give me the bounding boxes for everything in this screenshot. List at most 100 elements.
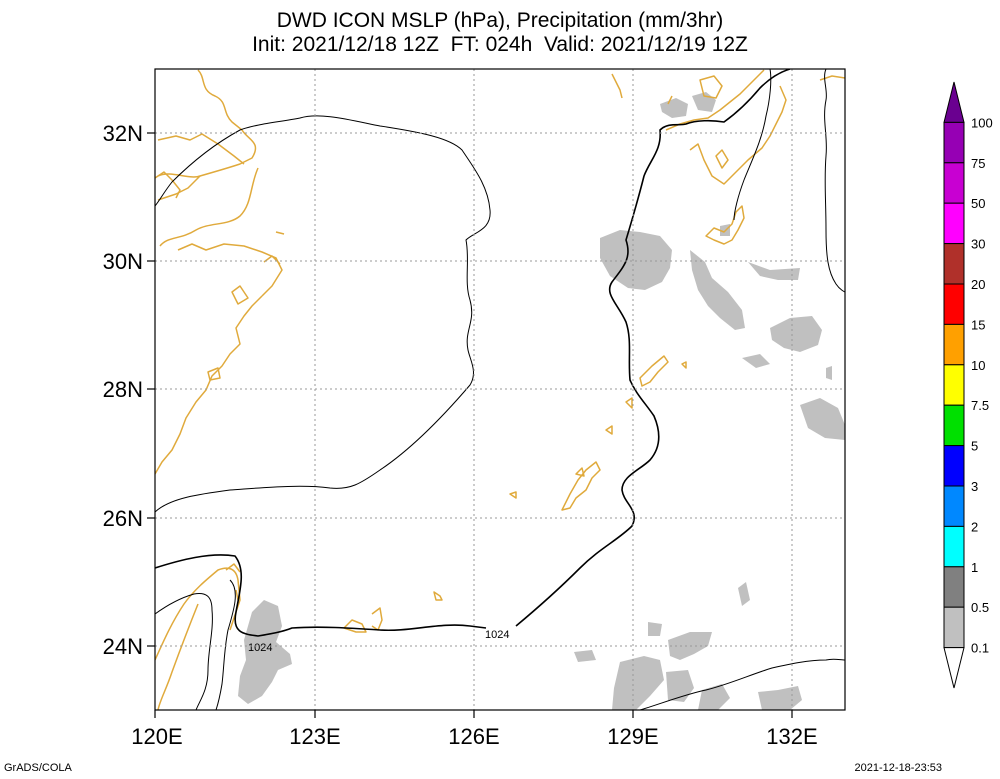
colorbar-swatch: [943, 121, 965, 164]
isobar: [639, 658, 845, 710]
coastline: [689, 85, 787, 185]
colorbar-label: 30: [971, 237, 985, 252]
latitude-axis: [147, 132, 155, 647]
colorbar-label: 50: [971, 196, 985, 211]
contour-label: 1024: [485, 629, 509, 641]
lon-tick-label: 120E: [131, 724, 182, 749]
contour-label: 1024: [248, 642, 272, 654]
colorbar-swatch: [943, 202, 965, 245]
coastline: [819, 75, 845, 81]
colorbar-swatch: [943, 404, 965, 447]
lon-tick-label: 129E: [607, 724, 658, 749]
footer-timestamp: 2021-12-18-23:53: [854, 762, 942, 774]
coastline: [605, 425, 613, 435]
lat-tick-label: 26N: [103, 506, 143, 531]
isobar-1024: [155, 115, 491, 513]
colorbar-swatch: [943, 445, 965, 487]
precip-area: [758, 686, 802, 710]
precip-area: [826, 366, 832, 380]
coastline: [157, 133, 245, 165]
coastline: [155, 171, 181, 199]
coastline: [667, 95, 673, 105]
colorbar-label: 15: [971, 317, 985, 332]
isobar: [215, 579, 236, 710]
precip-area: [648, 622, 662, 636]
lat-tick-label: 30N: [103, 249, 143, 274]
colorbar-swatch: [943, 485, 965, 527]
precip-area: [666, 670, 694, 702]
colorbar-label: 75: [971, 156, 985, 171]
coastline: [611, 73, 623, 99]
coastline: [225, 563, 241, 573]
colorbar-swatch: [943, 566, 965, 608]
precip-area: [748, 262, 800, 280]
footer-credit: GrADS/COLA: [4, 762, 72, 774]
colorbar-label: 5: [971, 439, 978, 454]
precipitation-shading: [238, 92, 845, 710]
colorbar-swatch: [943, 162, 965, 204]
coastline: [665, 69, 765, 131]
colorbar-label: 3: [971, 479, 978, 494]
colorbar-swatch: [943, 364, 965, 406]
colorbar-swatch: [943, 525, 965, 568]
precip-area: [738, 582, 750, 606]
coastline: [231, 285, 249, 305]
lat-tick-label: 28N: [103, 377, 143, 402]
colorbar-arrow-bottom: [943, 647, 965, 689]
colorbar-label: 1: [971, 560, 978, 575]
coastline: [157, 175, 201, 201]
graticule: [155, 69, 845, 710]
map-subtitle: Init: 2021/12/18 12Z FT: 024h Valid: 202…: [252, 33, 748, 56]
coastline: [155, 567, 241, 661]
coastline: [681, 361, 687, 369]
colorbar-swatch: [943, 606, 965, 649]
precip-area: [800, 398, 845, 440]
coastline: [155, 295, 263, 475]
colorbar-swatch: [943, 323, 965, 366]
colorbar-label: 2: [971, 519, 978, 534]
coastline: [157, 603, 199, 710]
colorbar-label: 100: [971, 115, 993, 130]
isobar: [155, 593, 213, 710]
coastline: [263, 255, 281, 265]
colorbar-label: 0.1: [971, 641, 989, 656]
isobars: [155, 69, 845, 710]
coastlines: [155, 69, 845, 710]
coastline: [371, 607, 383, 631]
lon-tick-label: 132E: [766, 724, 817, 749]
coastline: [509, 491, 517, 499]
coastline: [275, 231, 285, 235]
precip-area: [612, 656, 664, 710]
coastline: [235, 589, 239, 601]
map-plot-area: 1024 1024: [155, 69, 845, 710]
colorbar-label: 0.5: [971, 600, 989, 615]
colorbar-swatch: [943, 243, 965, 285]
colorbar: 100 75 50 30 20 15 10 7.5 5 3 2 1 0.5 0.1: [943, 81, 993, 689]
colorbar-arrow-top: [943, 81, 965, 123]
coastline: [157, 69, 257, 178]
coastline: [699, 75, 723, 99]
colorbar-label: 20: [971, 277, 985, 292]
coastline: [715, 149, 729, 169]
lon-tick-label: 123E: [289, 724, 340, 749]
longitude-axis: [154, 710, 793, 718]
precip-area: [574, 650, 596, 662]
colorbar-label: 10: [971, 358, 985, 373]
lat-tick-label: 32N: [103, 121, 143, 146]
colorbar-swatch: [943, 283, 965, 325]
coastline: [177, 243, 283, 297]
coastline: [625, 397, 633, 409]
coastline: [433, 591, 443, 601]
coastline: [639, 355, 669, 387]
coastline: [575, 467, 585, 477]
isobar-1024: [155, 554, 487, 637]
precip-area: [742, 354, 770, 368]
coastline: [207, 367, 221, 381]
coastline: [343, 619, 367, 633]
coastline: [561, 461, 601, 511]
precip-area: [660, 98, 688, 118]
precip-area: [690, 250, 745, 330]
precip-area: [238, 600, 292, 704]
isobar-1024: [515, 69, 791, 627]
